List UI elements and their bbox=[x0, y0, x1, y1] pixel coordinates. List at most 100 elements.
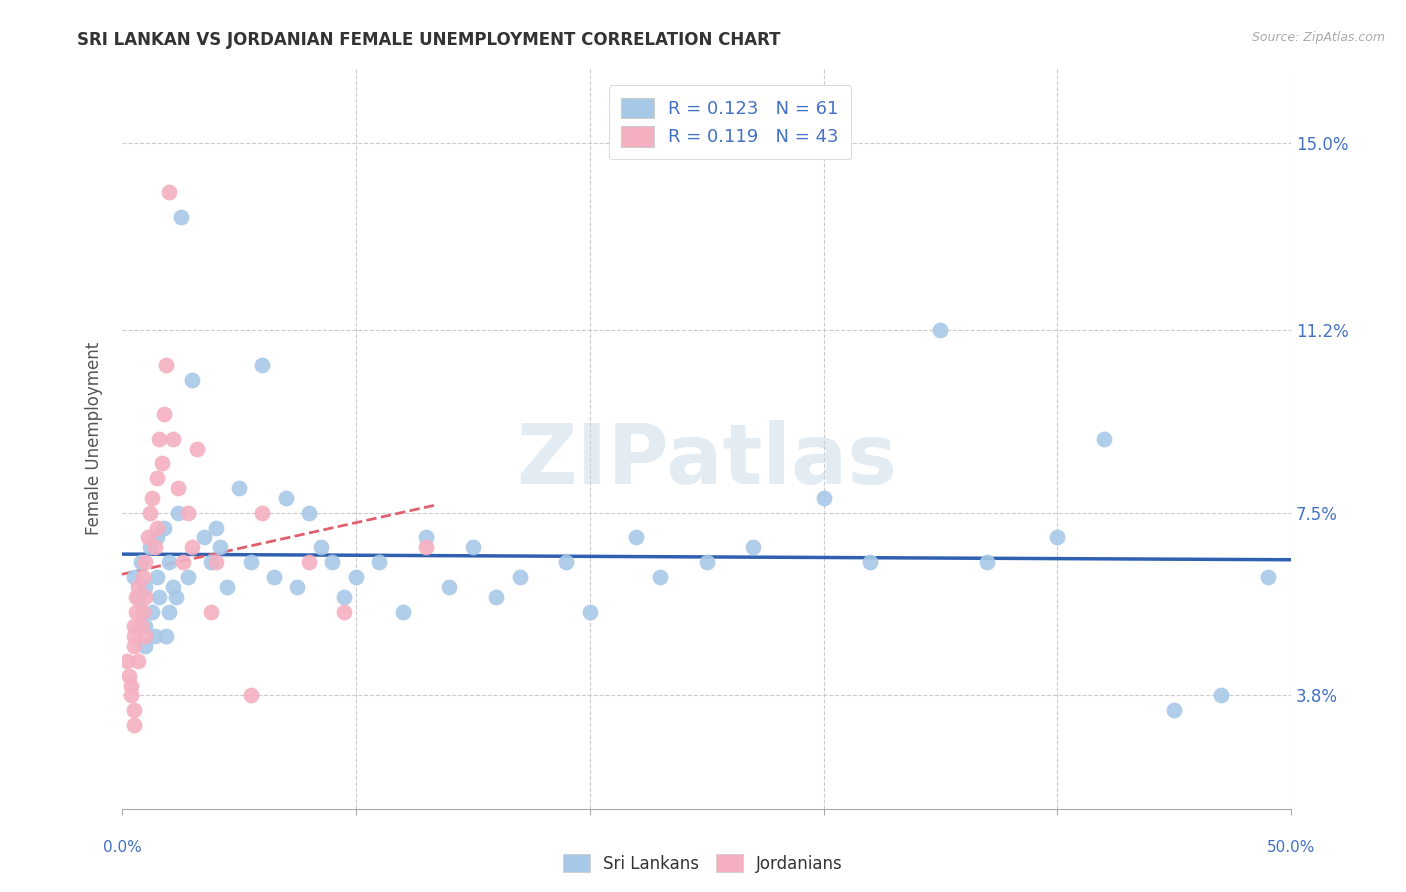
Point bbox=[239, 555, 262, 569]
Point bbox=[204, 555, 226, 569]
Point bbox=[153, 521, 176, 535]
Point bbox=[1257, 570, 1279, 584]
Point bbox=[134, 619, 156, 633]
Point bbox=[118, 669, 141, 683]
Point bbox=[132, 605, 155, 619]
Point bbox=[139, 506, 162, 520]
Point bbox=[976, 555, 998, 569]
Point bbox=[134, 639, 156, 653]
Point bbox=[176, 570, 198, 584]
Point bbox=[139, 541, 162, 555]
Point bbox=[176, 506, 198, 520]
Point bbox=[929, 323, 952, 337]
Point bbox=[169, 210, 191, 224]
Point bbox=[132, 605, 155, 619]
Point bbox=[122, 718, 145, 732]
Point bbox=[186, 442, 208, 456]
Point bbox=[167, 481, 190, 495]
Point bbox=[141, 605, 163, 619]
Point bbox=[333, 590, 356, 604]
Point bbox=[252, 358, 274, 372]
Legend: Sri Lankans, Jordanians: Sri Lankans, Jordanians bbox=[557, 847, 849, 880]
Text: 50.0%: 50.0% bbox=[1267, 840, 1316, 855]
Point bbox=[263, 570, 285, 584]
Point bbox=[157, 555, 180, 569]
Point bbox=[127, 590, 149, 604]
Point bbox=[146, 570, 169, 584]
Point bbox=[626, 531, 648, 545]
Point bbox=[134, 629, 156, 643]
Point bbox=[143, 629, 166, 643]
Point bbox=[122, 570, 145, 584]
Point bbox=[148, 590, 170, 604]
Text: ZIPatlas: ZIPatlas bbox=[516, 420, 897, 501]
Point bbox=[439, 580, 461, 594]
Point bbox=[157, 185, 180, 199]
Point bbox=[115, 654, 138, 668]
Point bbox=[129, 555, 152, 569]
Point bbox=[200, 555, 222, 569]
Point bbox=[298, 506, 321, 520]
Point bbox=[181, 541, 204, 555]
Point bbox=[1209, 689, 1232, 703]
Point bbox=[150, 457, 173, 471]
Point bbox=[125, 605, 148, 619]
Point bbox=[165, 590, 187, 604]
Point bbox=[127, 580, 149, 594]
Point bbox=[287, 580, 309, 594]
Point bbox=[136, 531, 159, 545]
Point bbox=[122, 619, 145, 633]
Point bbox=[509, 570, 531, 584]
Point bbox=[274, 491, 297, 505]
Point bbox=[1163, 703, 1185, 717]
Point bbox=[122, 639, 145, 653]
Point bbox=[132, 570, 155, 584]
Point bbox=[578, 605, 600, 619]
Point bbox=[122, 703, 145, 717]
Point bbox=[555, 555, 578, 569]
Point bbox=[321, 555, 343, 569]
Point bbox=[167, 506, 190, 520]
Point bbox=[204, 521, 226, 535]
Point bbox=[1046, 531, 1069, 545]
Point bbox=[217, 580, 239, 594]
Point bbox=[696, 555, 718, 569]
Legend: R = 0.123   N = 61, R = 0.119   N = 43: R = 0.123 N = 61, R = 0.119 N = 43 bbox=[609, 85, 852, 159]
Point bbox=[181, 372, 204, 386]
Y-axis label: Female Unemployment: Female Unemployment bbox=[86, 343, 103, 535]
Point bbox=[485, 590, 508, 604]
Point bbox=[146, 471, 169, 485]
Point bbox=[209, 541, 232, 555]
Point bbox=[155, 629, 177, 643]
Point bbox=[148, 432, 170, 446]
Point bbox=[141, 491, 163, 505]
Point bbox=[252, 506, 274, 520]
Point bbox=[461, 541, 484, 555]
Point bbox=[120, 679, 142, 693]
Point bbox=[193, 531, 215, 545]
Text: Source: ZipAtlas.com: Source: ZipAtlas.com bbox=[1251, 31, 1385, 45]
Point bbox=[648, 570, 671, 584]
Point bbox=[162, 432, 184, 446]
Point bbox=[146, 531, 169, 545]
Point bbox=[120, 689, 142, 703]
Point bbox=[415, 541, 437, 555]
Point bbox=[309, 541, 332, 555]
Point bbox=[125, 590, 148, 604]
Point bbox=[391, 605, 413, 619]
Point bbox=[415, 531, 437, 545]
Point bbox=[134, 555, 156, 569]
Point bbox=[859, 555, 882, 569]
Point bbox=[162, 580, 184, 594]
Point bbox=[368, 555, 391, 569]
Point bbox=[153, 407, 176, 421]
Point bbox=[134, 590, 156, 604]
Point bbox=[1092, 432, 1115, 446]
Point bbox=[129, 619, 152, 633]
Point bbox=[143, 541, 166, 555]
Point bbox=[742, 541, 765, 555]
Point bbox=[122, 629, 145, 643]
Point bbox=[157, 605, 180, 619]
Point bbox=[146, 521, 169, 535]
Text: SRI LANKAN VS JORDANIAN FEMALE UNEMPLOYMENT CORRELATION CHART: SRI LANKAN VS JORDANIAN FEMALE UNEMPLOYM… bbox=[77, 31, 780, 49]
